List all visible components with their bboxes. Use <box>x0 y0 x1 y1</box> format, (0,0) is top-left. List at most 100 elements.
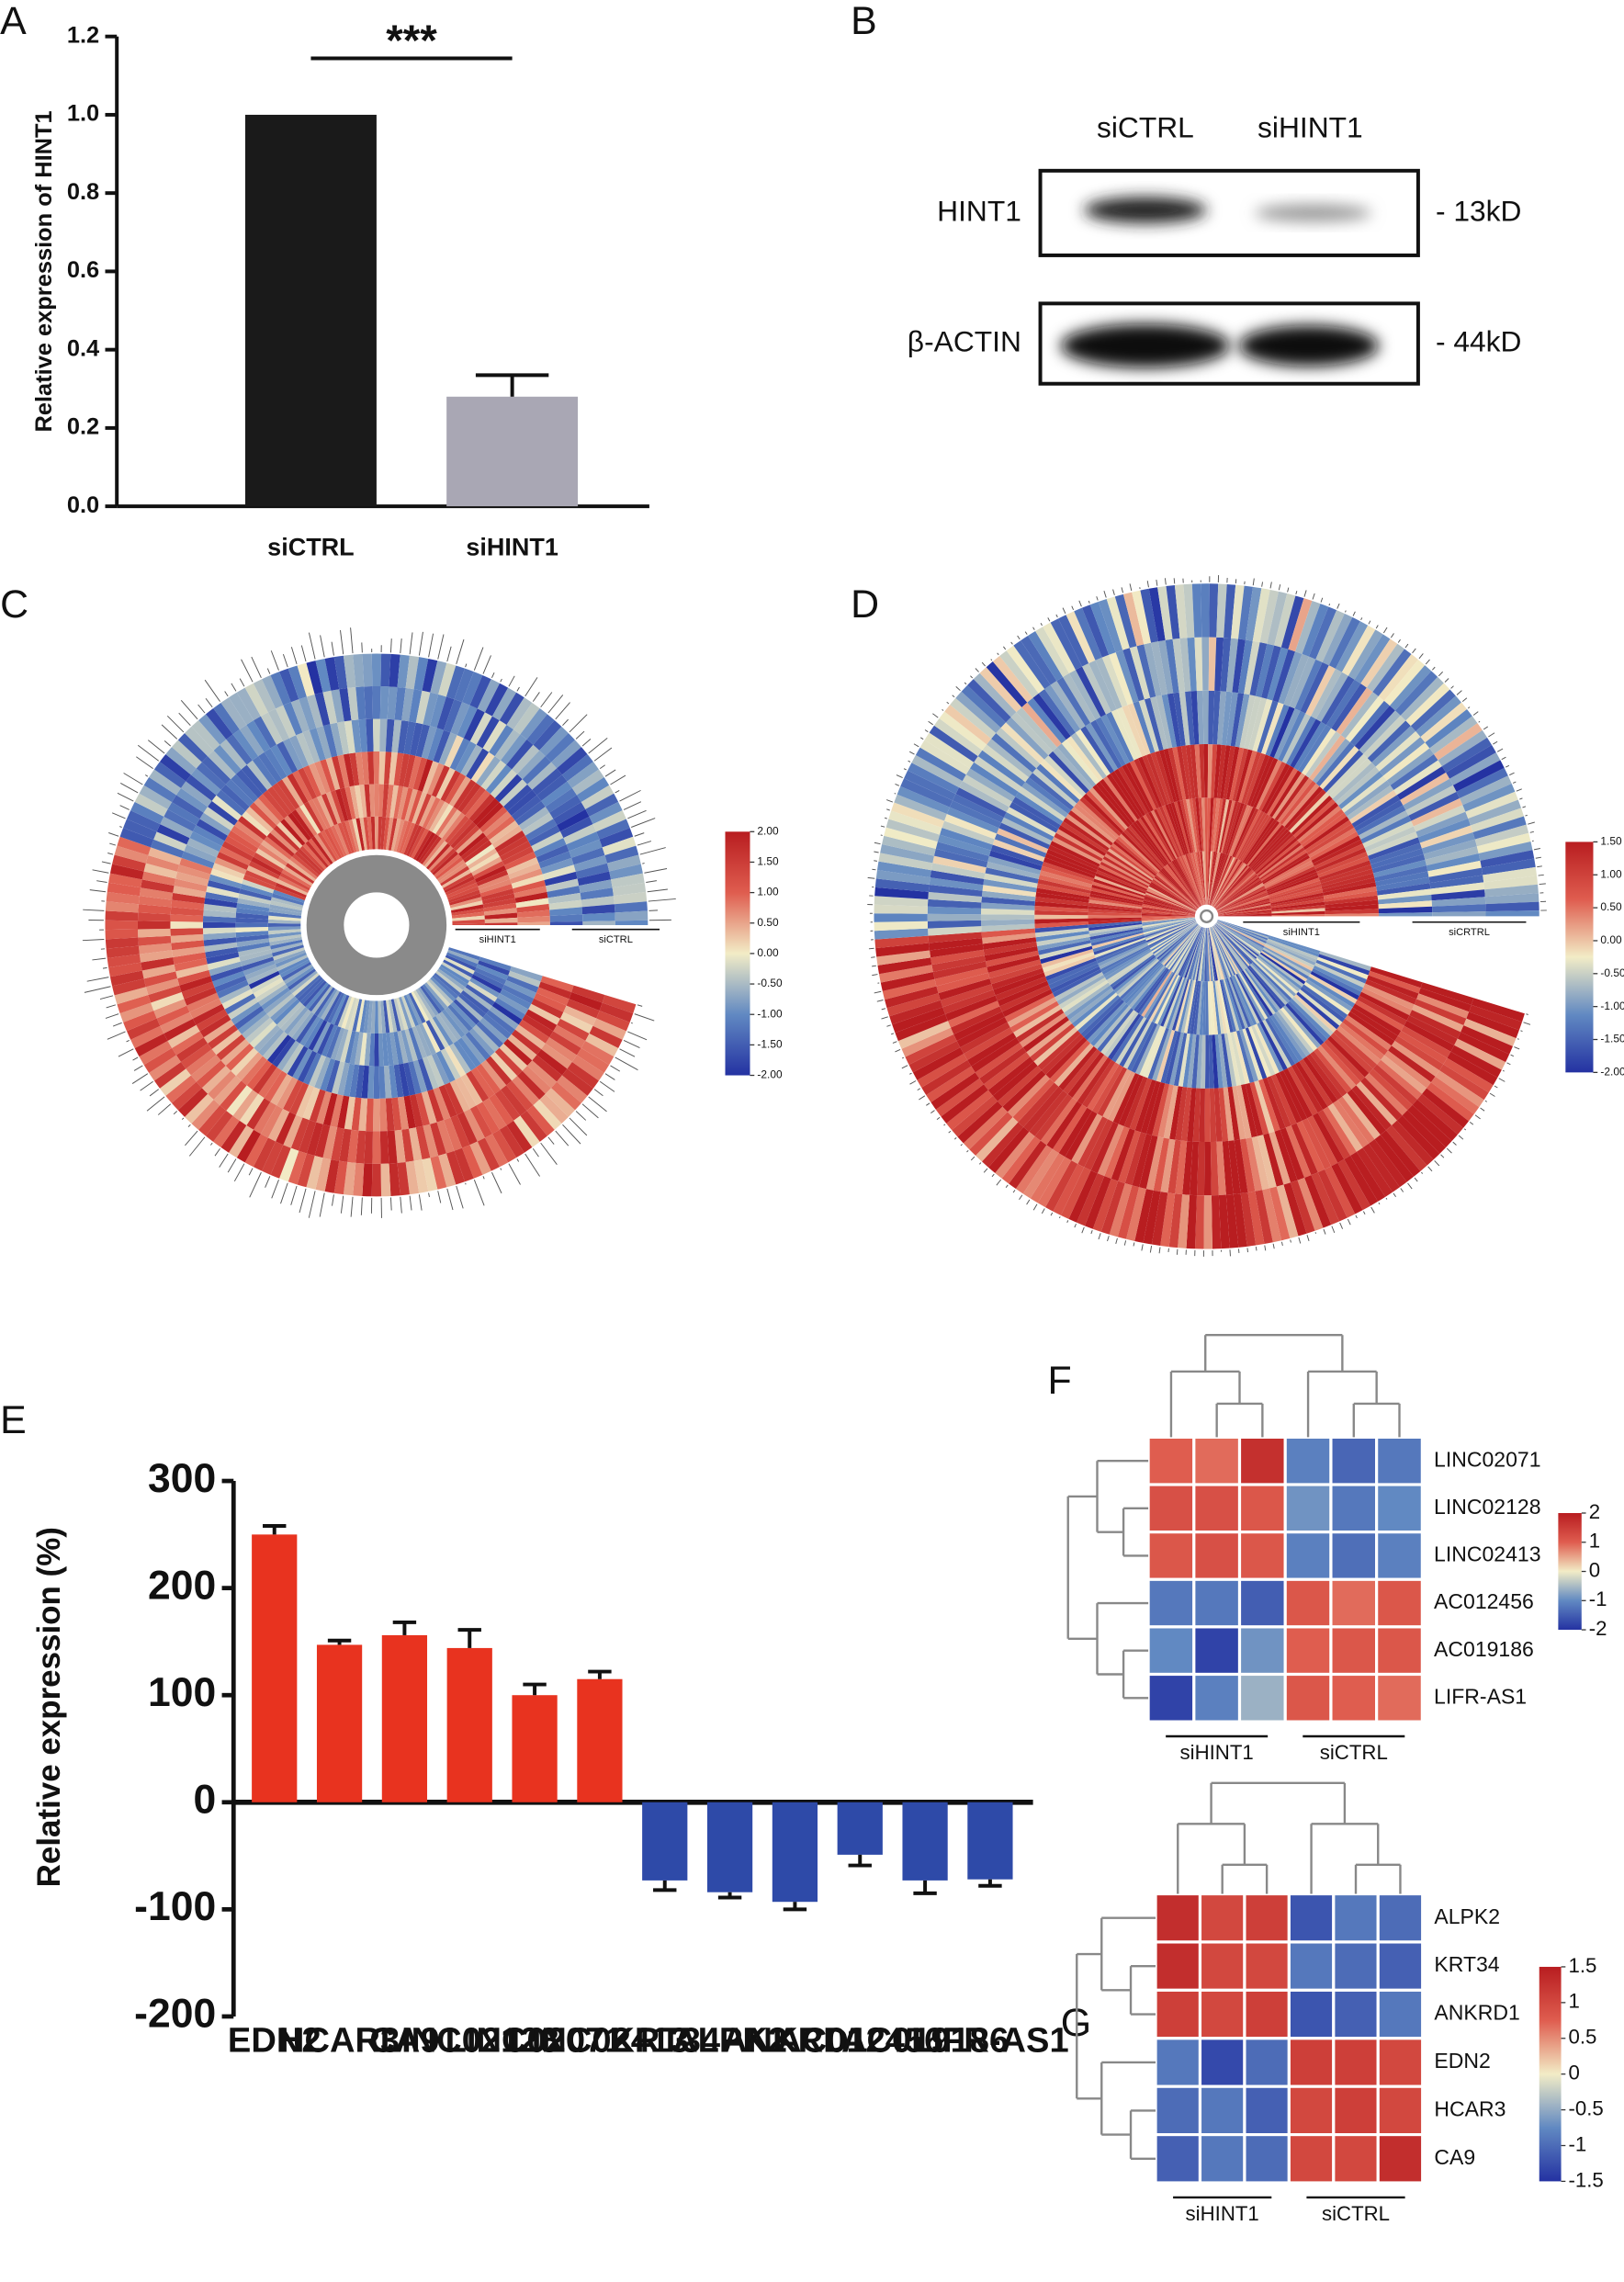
label-fringe <box>1033 1204 1037 1210</box>
label-fringe <box>998 653 999 655</box>
label-fringe <box>1088 601 1089 604</box>
heatmap-cell <box>1378 1894 1422 1942</box>
label-fringe <box>252 657 262 678</box>
heatmap-cell <box>1285 1627 1331 1675</box>
label-fringe <box>971 1157 975 1160</box>
label-fringe <box>1363 1212 1365 1214</box>
label-fringe <box>1307 1235 1309 1241</box>
row-label: LINC02071 <box>1434 1447 1540 1471</box>
lane-label: siCTRL <box>1097 111 1194 144</box>
label-fringe <box>919 1096 924 1100</box>
label-fringe <box>1393 1193 1396 1197</box>
colorbar-tick-label: 0.50 <box>1600 900 1622 913</box>
heatmap-sector <box>1485 910 1539 916</box>
label-fringe <box>1470 1122 1473 1124</box>
label-fringe <box>87 977 109 982</box>
label-fringe <box>118 793 133 801</box>
label-fringe <box>1253 579 1254 586</box>
group-label: siHINT1 <box>1186 2202 1259 2225</box>
label-fringe <box>1369 621 1370 625</box>
label-fringe <box>83 909 104 910</box>
bar <box>902 1802 947 1881</box>
heatmap-cell <box>1156 2039 1200 2086</box>
label-fringe <box>886 809 890 810</box>
colorbar-tick-label: -1.50 <box>757 1038 783 1051</box>
label-fringe <box>133 1057 139 1060</box>
label-fringe <box>1509 773 1514 774</box>
label-fringe <box>1113 590 1115 595</box>
label-fringe <box>570 1118 587 1135</box>
label-fringe <box>162 725 177 740</box>
label-fringe <box>1447 1148 1451 1153</box>
label-fringe <box>198 705 205 713</box>
heatmap-cell <box>1377 1579 1423 1627</box>
heatmap-cell <box>1245 1942 1289 1990</box>
y-tick-label: 0.8 <box>67 179 99 205</box>
label-fringe <box>1523 807 1527 808</box>
label-fringe <box>1537 866 1542 867</box>
heatmap-cell <box>1156 2135 1200 2183</box>
y-tick-label: 0.4 <box>67 335 99 361</box>
label-fringe <box>637 1005 642 1007</box>
label-fringe <box>250 1172 262 1197</box>
size-label: - 44kD <box>1436 324 1522 357</box>
label-fringe <box>174 1111 177 1113</box>
label-fringe <box>1265 1246 1266 1251</box>
heatmap-sector <box>372 686 380 719</box>
label-fringe <box>895 1049 900 1051</box>
label-fringe <box>332 1194 333 1205</box>
label-fringe <box>1174 578 1175 583</box>
label-fringe <box>874 861 877 862</box>
heatmap-cell <box>1377 1485 1423 1532</box>
label-fringe <box>1445 678 1449 682</box>
heatmap-sector <box>106 929 139 939</box>
label-fringe <box>185 1131 197 1146</box>
label-fringe <box>533 692 539 701</box>
heatmap-cell <box>1245 2039 1289 2086</box>
heatmap-cell <box>1378 2135 1422 2183</box>
label-fringe <box>474 1180 484 1205</box>
label-fringe <box>1321 598 1323 603</box>
group-label: siHINT1 <box>1283 927 1320 938</box>
label-fringe <box>457 639 464 664</box>
colorbar <box>1565 842 1593 1072</box>
heatmap-sector <box>372 1164 381 1197</box>
heatmap-cell <box>1334 2039 1378 2086</box>
heatmap-cell <box>1148 1437 1194 1485</box>
label-fringe <box>620 790 641 801</box>
label-fringe <box>1483 727 1488 729</box>
label-fringe <box>474 648 483 671</box>
label-fringe <box>309 633 315 660</box>
label-fringe <box>548 1137 554 1145</box>
label-fringe <box>594 748 612 761</box>
heatmap-sector <box>380 654 390 687</box>
label-fringe <box>631 1022 633 1023</box>
colorbar-tick-label: 1.00 <box>1600 867 1622 880</box>
heatmap-cell <box>1200 2135 1244 2183</box>
label-fringe <box>1020 1195 1022 1200</box>
group-label: siCTRL <box>1320 1741 1388 1764</box>
label-fringe <box>188 1124 190 1126</box>
heatmap-cell <box>1194 1437 1240 1485</box>
label-fringe <box>1270 582 1271 588</box>
label-fringe <box>249 1169 253 1176</box>
label-fringe <box>627 1032 647 1040</box>
label-fringe <box>1156 580 1157 586</box>
colorbar-tick-label: 0.00 <box>757 946 779 959</box>
label-fringe <box>1511 1055 1514 1056</box>
label-fringe <box>1329 604 1330 605</box>
label-fringe <box>570 715 587 732</box>
y-tick-label: 0.6 <box>67 257 99 283</box>
label-fringe <box>991 660 992 661</box>
label-fringe <box>954 1137 956 1139</box>
label-fringe <box>1097 596 1098 600</box>
colorbar-tick-label: -2 <box>1589 1617 1607 1640</box>
label-fringe <box>1299 1237 1301 1244</box>
heatmap-sector <box>380 1164 390 1197</box>
label-fringe <box>158 1104 171 1115</box>
label-fringe <box>1099 1233 1100 1239</box>
label-fringe <box>1133 1242 1134 1246</box>
heatmap-cell <box>1245 2086 1289 2134</box>
x-tick-label: siCTRL <box>267 533 355 560</box>
label-fringe <box>1108 1236 1110 1241</box>
